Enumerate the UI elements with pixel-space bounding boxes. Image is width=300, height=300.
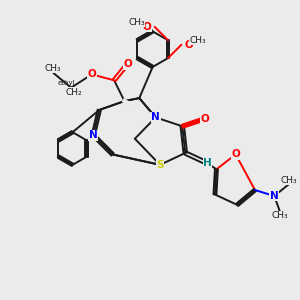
Text: O: O (123, 59, 132, 69)
Text: CH₃: CH₃ (272, 211, 289, 220)
Text: O: O (184, 40, 193, 50)
Text: O: O (143, 22, 152, 32)
Text: N: N (89, 130, 98, 140)
Text: CH₃: CH₃ (129, 18, 145, 27)
Text: O: O (231, 149, 240, 159)
Text: H: H (203, 158, 212, 168)
Text: CH₃: CH₃ (45, 64, 62, 73)
Text: N: N (151, 112, 160, 122)
Text: S: S (156, 160, 164, 170)
Text: CH₂: CH₂ (66, 88, 83, 97)
Text: O: O (200, 114, 209, 124)
Text: CH₃: CH₃ (189, 36, 206, 45)
Text: ethyl: ethyl (58, 80, 76, 86)
Text: O: O (88, 69, 96, 80)
Text: N: N (270, 191, 279, 201)
Text: CH₃: CH₃ (281, 176, 297, 185)
